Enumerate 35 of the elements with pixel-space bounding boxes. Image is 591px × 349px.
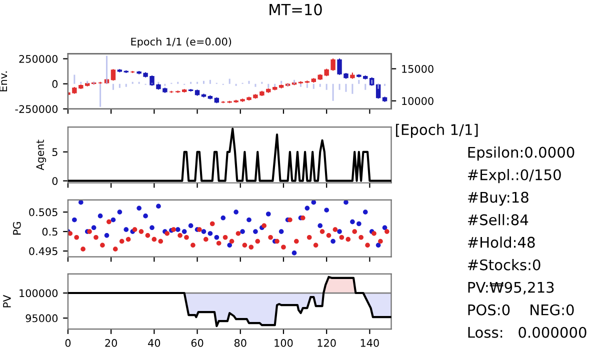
x-tick-label: 40 <box>148 339 160 347</box>
y-tick-label: 0.505 <box>29 208 58 216</box>
x-tick-label: 0 <box>65 339 71 347</box>
y-tick-label: 0 <box>52 80 58 88</box>
text: #Buy:18 <box>468 192 528 206</box>
y-tick-label: 0.5 <box>42 228 58 236</box>
text: Epsilon:0.0000 <box>468 146 574 161</box>
text: [Epoch 1/1] <box>396 124 478 138</box>
y-tick-label: 250000 <box>19 54 58 63</box>
y-tick-label: 0.495 <box>29 247 58 256</box>
y-tick-label: 95000 <box>26 314 58 322</box>
y-axis-title: PG <box>12 222 21 235</box>
text: #Expl.:0/150 <box>468 169 561 184</box>
x-tick-label: 60 <box>191 339 204 347</box>
x-tick-label: 120 <box>318 339 336 347</box>
chart-subtitle: Epoch 1/1 (e=0.00) <box>131 38 232 48</box>
text: #Stocks:0 <box>468 259 540 270</box>
y-tick-label: -250000 <box>15 105 58 113</box>
y-tick-label: 5 <box>52 148 58 156</box>
y-axis-title: PV <box>3 294 11 308</box>
x-tick-label: 20 <box>105 339 118 347</box>
y2-tick-label: 10000 <box>402 97 434 105</box>
chart-title: MT=10 <box>270 4 322 16</box>
text: Loss: 0.000000 <box>468 326 586 338</box>
x-tick-label: 140 <box>360 339 379 347</box>
text: POS:0 NEG:0 <box>468 304 574 316</box>
text: PV:₩95,213 <box>468 282 554 294</box>
x-tick-label: 80 <box>234 339 246 347</box>
text: #Hold:48 <box>468 236 535 248</box>
y-axis-title: Agent <box>36 140 46 170</box>
text: #Sell:84 <box>468 214 528 226</box>
y2-tick-label: 15000 <box>402 64 434 73</box>
y-tick-label: 0 <box>52 177 58 185</box>
x-tick-label: 100 <box>274 339 293 347</box>
y-tick-label: 100000 <box>20 289 58 298</box>
